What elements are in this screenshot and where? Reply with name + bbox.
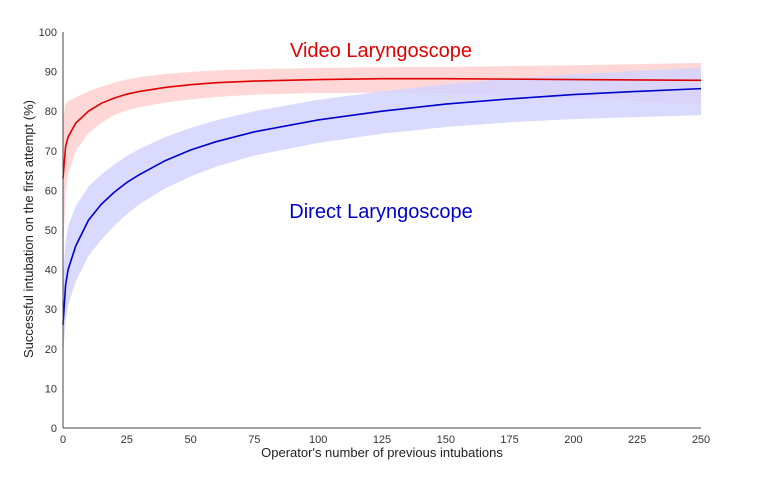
- x-tick-label: 225: [628, 434, 646, 446]
- y-tick-label: 0: [51, 423, 57, 435]
- y-tick-label: 80: [45, 106, 57, 118]
- series-label-video-laryngoscope: Video Laryngoscope: [290, 40, 472, 62]
- x-tick-label: 50: [184, 434, 196, 446]
- y-tick-label: 10: [45, 383, 57, 395]
- x-tick-label: 125: [373, 434, 391, 446]
- x-tick-label: 200: [564, 434, 582, 446]
- y-tick-label: 90: [45, 67, 57, 79]
- x-tick-label: 150: [437, 434, 455, 446]
- x-tick-label: 175: [500, 434, 518, 446]
- x-tick-labels: 0 25 50 75 100 125 150 175 200 225 250: [60, 434, 710, 446]
- y-tick-label: 70: [45, 146, 57, 158]
- y-tick-labels: 0 10 20 30 40 50 60 70 80 90 100: [39, 27, 57, 435]
- x-tick-label: 100: [309, 434, 327, 446]
- y-axis-title: Successful intubation on the first attem…: [21, 100, 36, 358]
- series-label-direct-laryngoscope: Direct Laryngoscope: [289, 201, 472, 223]
- series-line-direct-laryngoscope: [62, 87, 702, 326]
- series-lines: [62, 77, 702, 326]
- x-tick-label: 250: [692, 434, 710, 446]
- y-tick-label: 30: [45, 304, 57, 316]
- y-tick-label: 20: [45, 344, 57, 356]
- x-tick-label: 25: [121, 434, 133, 446]
- series-line-video-laryngoscope: [62, 77, 702, 179]
- x-tick-label: 75: [248, 434, 260, 446]
- x-tick-label: 0: [60, 434, 66, 446]
- y-tick-label: 40: [45, 265, 57, 277]
- y-tick-label: 60: [45, 185, 57, 197]
- y-tick-label: 50: [45, 225, 57, 237]
- y-tick-label: 100: [39, 27, 57, 39]
- x-axis-title: Operator's number of previous intubation…: [261, 445, 503, 460]
